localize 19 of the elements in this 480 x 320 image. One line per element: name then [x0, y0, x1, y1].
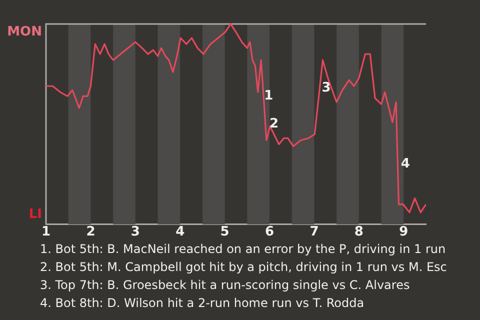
annotation: 4 — [400, 156, 410, 172]
x-tick-label: 7 — [310, 224, 319, 240]
annotation: 3 — [322, 80, 331, 96]
text: LI — [28, 206, 42, 222]
text: MON — [7, 24, 42, 40]
x-tick-label: 6 — [265, 224, 274, 240]
x-tick-label: 3 — [130, 224, 140, 240]
text: 1. Bot 5th: B. MacNeil reached on an error by the P, driving in 1 run — [40, 241, 447, 258]
annotation: 1 — [264, 88, 274, 104]
annotation: 2 — [269, 116, 279, 132]
x-tick-label: 5 — [220, 224, 230, 240]
x-tick-label: 8 — [354, 224, 364, 240]
text: 2. Bot 5th: M. Campbell got hit by a pitch, driving in 1 run vs M. Esc — [40, 259, 448, 276]
text: 4. Bot 8th: D. Wilson hit a 2-run home run vs T. Rodda — [40, 295, 366, 312]
x-tick-label: 1 — [41, 224, 51, 240]
x-tick-label: 4 — [176, 224, 185, 240]
x-tick-label: 9 — [399, 224, 408, 240]
text: 3. Top 7th: B. Groesbeck hit a run-scoring single vs C. Alvares — [40, 277, 411, 294]
x-tick-label: 2 — [86, 224, 96, 240]
